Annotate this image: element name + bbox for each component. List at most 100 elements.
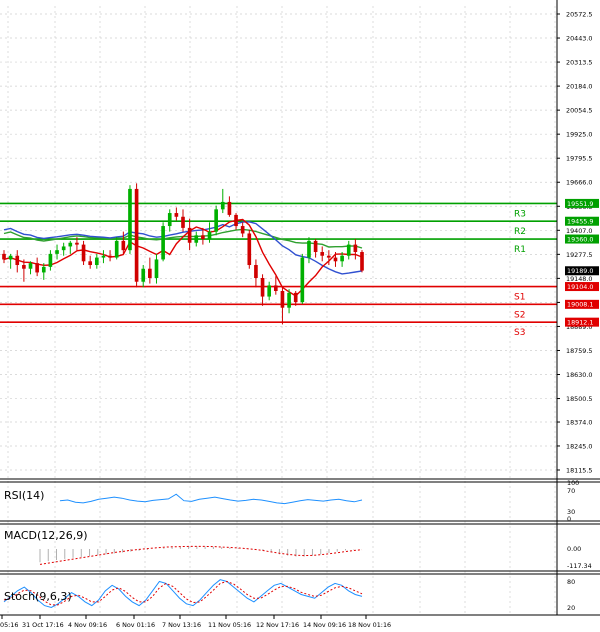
candle-body [313, 240, 318, 253]
price-tick-label: 18630.0 [566, 371, 592, 379]
candle-body [94, 257, 99, 266]
price-tick-label: 20443.0 [566, 35, 592, 43]
price-tick-label: 19148.0 [566, 275, 592, 283]
candle-body [108, 255, 112, 258]
candle-body [307, 240, 311, 258]
candle-body [154, 259, 159, 279]
stoch-signal-line [3, 580, 363, 606]
level-name-s2: S2 [514, 310, 525, 320]
candle-body [41, 266, 46, 273]
level-price-badge [565, 198, 599, 208]
level-price-label: 19455.9 [567, 218, 593, 226]
rsi-line [59, 493, 363, 505]
price-tick-label: 18374.0 [566, 419, 592, 427]
level-name-r1: R1 [514, 245, 526, 255]
rsi-tick-label: 0 [567, 515, 571, 523]
time-tick-label: 11 Nov 05:16 [208, 621, 251, 629]
candle-body [167, 213, 172, 227]
level-price-label: 19008.1 [567, 301, 593, 309]
level-price-label: 19360.0 [567, 235, 593, 243]
rsi-tick-label: 70 [567, 487, 575, 495]
candle-body [148, 268, 152, 279]
candle-body [207, 231, 212, 240]
macd-title: MACD(12,26,9) [4, 529, 88, 542]
candle-body [247, 233, 252, 266]
stoch-main-line [3, 579, 363, 609]
price-tick-label: 19795.5 [566, 155, 592, 163]
candle-body [81, 244, 86, 262]
time-tick-label: 7 Nov 13:16 [162, 621, 201, 629]
candle-body [254, 265, 258, 279]
candle-body [121, 240, 126, 251]
candle-body [48, 253, 53, 267]
macd-tick-label: -117.34 [567, 562, 592, 570]
candle-body [55, 250, 59, 254]
candle-body [101, 255, 106, 258]
candle-body [181, 216, 185, 228]
stoch-tick-label: 20 [567, 604, 575, 612]
pane-frames [0, 0, 600, 616]
candle-body [75, 242, 79, 245]
price-tick-label: 18889.0 [566, 323, 592, 331]
stoch-tick-label: 80 [567, 578, 575, 586]
price-tick-label: 20313.5 [566, 59, 592, 67]
candle-body [22, 265, 26, 269]
time-tick-label: 05:16 [0, 621, 18, 629]
candle-body [128, 188, 132, 251]
macd-tick-label: 0.00 [567, 545, 581, 553]
candle-body [15, 255, 20, 266]
stoch-title: Stoch(9,6,3) [4, 590, 72, 603]
candle-body [346, 244, 351, 256]
level-price-badge [565, 216, 599, 226]
candle-body [187, 227, 192, 243]
price-tick-label: 20054.5 [566, 107, 592, 115]
price-tick-label: 19666.0 [566, 179, 592, 187]
level-name-r3: R3 [514, 209, 526, 219]
candle-body [194, 235, 199, 243]
price-tick-label: 19925.0 [566, 131, 592, 139]
rsi-tick-label: 100 [567, 479, 579, 487]
candle-body [61, 246, 66, 251]
candle-body [320, 252, 325, 256]
time-axis: 05:16 31 Oct 17:16 4 Nov 09:16 6 Nov 01:16 7… [0, 615, 391, 629]
candle-body [214, 209, 218, 232]
candle-body [260, 278, 265, 297]
time-tick-label: 6 Nov 01:16 [116, 621, 155, 629]
level-price-label: 19551.9 [567, 200, 593, 208]
candle-body [327, 255, 331, 258]
candle-body [201, 235, 205, 240]
time-tick-label: 31 Oct 17:16 [22, 621, 64, 629]
level-name-s3: S3 [514, 328, 525, 338]
price-tick-label: 18115.5 [566, 467, 592, 475]
candle-body [280, 290, 285, 308]
current-price-label: 19189.0 [567, 267, 593, 275]
candle-body [68, 242, 73, 247]
candle-body [360, 252, 364, 271]
candle-body [2, 253, 6, 260]
level-price-badge [565, 317, 599, 327]
candle-body [273, 285, 278, 291]
price-tick-label: 18500.5 [566, 395, 592, 403]
candle-body [174, 213, 179, 217]
time-tick-label: 14 Nov 09:16 [303, 621, 346, 629]
candle-body [35, 263, 39, 273]
price-tick-label: 18759.5 [566, 347, 592, 355]
candle-body [300, 257, 305, 303]
price-tick-label: 18245.0 [566, 442, 592, 450]
level-price-label: 19104.0 [567, 283, 593, 291]
candle-body [28, 263, 33, 269]
level-price-badge [565, 234, 599, 244]
price-tick-label: 19277.5 [566, 251, 592, 259]
rsi-title: RSI(14) [4, 489, 44, 502]
candle-body [267, 285, 272, 297]
candle-body [240, 226, 245, 234]
time-tick-label: 18 Nov 01:16 [348, 621, 391, 629]
candle-body [88, 261, 93, 266]
price-tick-label: 20184.0 [566, 83, 592, 91]
candle-body [220, 201, 225, 210]
level-name-r2: R2 [514, 227, 526, 237]
candle-body [114, 240, 119, 258]
level-price-badge [565, 282, 599, 292]
